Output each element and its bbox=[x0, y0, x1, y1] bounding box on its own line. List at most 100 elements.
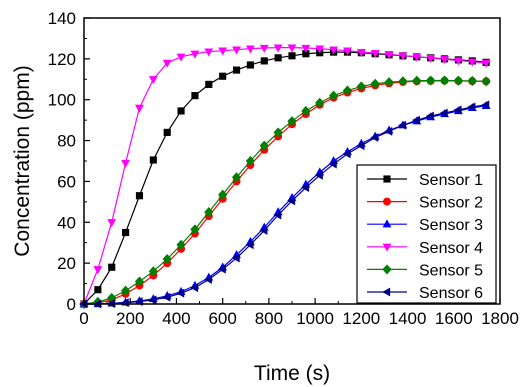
data-point bbox=[453, 75, 464, 86]
x-tick-label: 1400 bbox=[389, 309, 427, 328]
data-point bbox=[411, 115, 420, 125]
data-point bbox=[190, 50, 200, 59]
y-tick-label: 140 bbox=[48, 9, 76, 28]
data-point bbox=[287, 116, 297, 127]
data-point bbox=[245, 240, 254, 250]
data-point bbox=[302, 50, 310, 58]
data-point bbox=[190, 224, 200, 235]
data-point bbox=[398, 52, 408, 61]
legend-label: Sensor 6 bbox=[419, 285, 483, 302]
legend-marker bbox=[382, 287, 391, 297]
y-tick-label: 80 bbox=[57, 132, 76, 151]
data-point bbox=[467, 102, 476, 112]
y-axis-title: Concentration (ppm) bbox=[11, 65, 34, 256]
data-point bbox=[342, 85, 353, 96]
data-point bbox=[273, 210, 282, 220]
data-point bbox=[218, 189, 228, 200]
data-point bbox=[176, 239, 186, 250]
y-tick-label: 120 bbox=[48, 50, 76, 69]
data-point bbox=[107, 219, 117, 228]
data-point bbox=[259, 44, 269, 53]
data-point bbox=[177, 107, 185, 115]
data-point bbox=[231, 172, 242, 183]
data-point bbox=[426, 54, 436, 63]
data-point bbox=[204, 207, 214, 218]
data-point bbox=[148, 76, 158, 85]
data-point bbox=[232, 66, 241, 74]
data-point bbox=[288, 52, 296, 60]
data-point bbox=[219, 72, 227, 80]
legend-entry: Sensor 5 bbox=[367, 262, 483, 279]
legend-label: Sensor 4 bbox=[419, 240, 483, 257]
data-point bbox=[191, 92, 199, 100]
x-tick-label: 200 bbox=[116, 309, 144, 328]
x-tick-label: 1000 bbox=[296, 309, 334, 328]
data-point bbox=[287, 196, 296, 206]
legend-label: Sensor 2 bbox=[419, 195, 483, 212]
legend-label: Sensor 1 bbox=[419, 172, 483, 189]
data-point bbox=[356, 48, 366, 57]
data-point bbox=[134, 276, 145, 287]
legend-label: Sensor 3 bbox=[419, 217, 483, 234]
data-point bbox=[287, 44, 297, 53]
series-layer bbox=[79, 44, 491, 310]
legend-entry: Sensor 2 bbox=[367, 195, 483, 212]
data-point bbox=[370, 49, 380, 58]
data-point bbox=[328, 90, 339, 101]
data-point bbox=[384, 126, 393, 136]
data-point bbox=[342, 149, 351, 159]
data-point bbox=[176, 288, 185, 298]
data-point bbox=[439, 108, 448, 118]
x-axis-title: Time (s) bbox=[254, 362, 330, 385]
data-point bbox=[274, 54, 282, 62]
data-point bbox=[301, 44, 311, 53]
y-tick-label: 60 bbox=[57, 172, 76, 191]
x-tick-label: 1600 bbox=[435, 309, 473, 328]
data-point bbox=[315, 45, 325, 54]
legend-entry: Sensor 1 bbox=[367, 172, 483, 189]
data-point bbox=[149, 156, 157, 164]
data-point bbox=[273, 127, 283, 138]
data-point bbox=[148, 266, 158, 277]
data-point bbox=[162, 292, 171, 302]
data-point bbox=[259, 226, 268, 235]
data-point bbox=[467, 75, 477, 86]
data-point bbox=[398, 76, 408, 87]
data-point bbox=[440, 56, 449, 65]
data-point bbox=[148, 295, 157, 305]
legend-marker bbox=[382, 243, 392, 252]
legend: Sensor 1 Sensor 2 Sensor 3 Sensor 4 Sensor 5… bbox=[356, 164, 497, 304]
x-tick-label: 1200 bbox=[342, 309, 380, 328]
data-point bbox=[426, 75, 436, 86]
x-tick-label: 400 bbox=[162, 309, 190, 328]
data-point bbox=[370, 133, 379, 142]
data-point bbox=[176, 53, 186, 62]
data-point bbox=[205, 80, 213, 88]
data-point bbox=[135, 192, 144, 200]
data-point bbox=[453, 57, 463, 66]
x-tick-label: 0 bbox=[79, 309, 88, 328]
data-point bbox=[384, 77, 394, 88]
data-point bbox=[301, 105, 311, 116]
y-axis-ticks: 0 20 40 60 80 100 120 140 bbox=[48, 9, 90, 314]
data-point bbox=[218, 47, 228, 56]
data-point bbox=[343, 47, 352, 56]
data-point bbox=[120, 298, 129, 308]
data-point bbox=[163, 128, 171, 136]
data-point bbox=[121, 159, 131, 168]
data-point bbox=[245, 45, 255, 54]
data-point bbox=[328, 159, 337, 169]
legend-marker bbox=[383, 197, 391, 206]
data-point bbox=[329, 46, 339, 55]
data-point bbox=[203, 275, 212, 284]
data-point bbox=[135, 104, 144, 113]
data-point bbox=[245, 155, 256, 167]
data-point bbox=[453, 105, 462, 115]
data-point bbox=[162, 59, 172, 68]
x-tick-label: 600 bbox=[208, 309, 236, 328]
data-point bbox=[246, 61, 254, 69]
data-point bbox=[481, 100, 490, 110]
data-point bbox=[231, 253, 240, 263]
legend-entry: Sensor 6 bbox=[367, 285, 483, 302]
data-point bbox=[162, 254, 172, 265]
